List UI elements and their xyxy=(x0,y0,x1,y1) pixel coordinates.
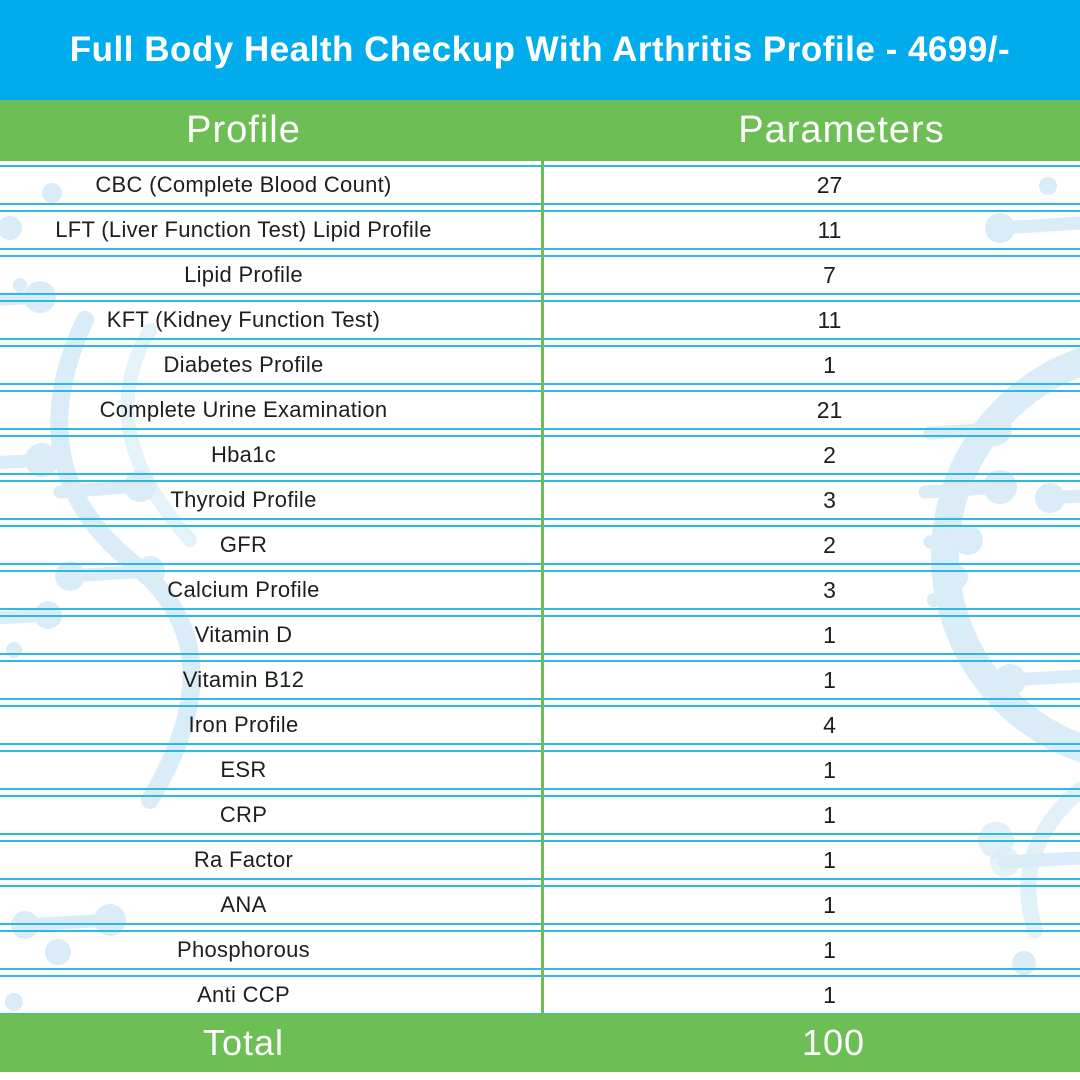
parameters-cell: 21 xyxy=(816,396,843,423)
table-row: CRP 1 xyxy=(0,795,1080,835)
parameters-cell: 1 xyxy=(823,936,836,963)
profile-cell: CBC (Complete Blood Count) xyxy=(95,172,392,197)
parameters-column-header: Parameters xyxy=(543,100,1080,161)
table-row: GFR 2 xyxy=(0,525,1080,565)
profile-cell: Complete Urine Examination xyxy=(99,397,388,422)
total-row: Total 100 xyxy=(0,1014,1080,1072)
table-row: Complete Urine Examination 21 xyxy=(0,390,1080,430)
parameters-cell: 2 xyxy=(823,441,836,468)
total-label-cell: Total xyxy=(0,1014,543,1072)
parameters-cell: 1 xyxy=(823,891,836,918)
parameters-cell: 7 xyxy=(823,261,836,288)
table-row: CBC (Complete Blood Count) 27 xyxy=(0,165,1080,205)
profile-cell: LFT (Liver Function Test) Lipid Profile xyxy=(55,217,432,242)
table-row: Hba1c 2 xyxy=(0,435,1080,475)
table-row: Calcium Profile 3 xyxy=(0,570,1080,610)
parameters-cell: 1 xyxy=(823,756,836,783)
profile-cell: Hba1c xyxy=(210,442,277,467)
table-row: Phosphorous 1 xyxy=(0,930,1080,970)
parameters-cell: 3 xyxy=(823,576,836,603)
table-row: Lipid Profile 7 xyxy=(0,255,1080,295)
profile-cell: ANA xyxy=(220,892,267,917)
profile-cell: Ra Factor xyxy=(193,847,294,872)
profile-cell: ESR xyxy=(220,757,267,782)
profile-cell: Thyroid Profile xyxy=(170,487,317,512)
total-value-cell: 100 xyxy=(543,1014,1080,1072)
profile-cell: Calcium Profile xyxy=(167,577,320,602)
total-label: Total xyxy=(202,1022,285,1063)
parameters-cell: 1 xyxy=(823,351,836,378)
profile-cell: Phosphorous xyxy=(177,937,310,962)
profile-cell: Iron Profile xyxy=(188,712,299,737)
title-bar: Full Body Health Checkup With Arthritis … xyxy=(0,0,1080,100)
table-row: KFT (Kidney Function Test) 11 xyxy=(0,300,1080,340)
table-row: Anti CCP 1 xyxy=(0,975,1080,1015)
table-row: Thyroid Profile 3 xyxy=(0,480,1080,520)
table-row: ANA 1 xyxy=(0,885,1080,925)
total-value: 100 xyxy=(801,1022,866,1063)
parameters-cell: 3 xyxy=(823,486,836,513)
profile-column-header-label: Profile xyxy=(186,109,301,151)
profile-cell: Vitamin B12 xyxy=(182,667,305,692)
profile-cell: GFR xyxy=(219,532,268,557)
parameters-cell: 27 xyxy=(816,171,843,198)
page-title: Full Body Health Checkup With Arthritis … xyxy=(69,30,1011,69)
table-body: CBC (Complete Blood Count) 27 LFT (Liver F… xyxy=(0,161,1080,1015)
parameters-cell: 11 xyxy=(817,216,842,243)
parameters-cell: 1 xyxy=(823,666,836,693)
table-row: Vitamin D 1 xyxy=(0,615,1080,655)
parameters-cell: 2 xyxy=(823,531,836,558)
profile-cell: Lipid Profile xyxy=(184,262,303,287)
table-row: Iron Profile 4 xyxy=(0,705,1080,745)
table-row: Ra Factor 1 xyxy=(0,840,1080,880)
parameters-cell: 1 xyxy=(823,621,836,648)
table-row: LFT (Liver Function Test) Lipid Profile 1… xyxy=(0,210,1080,250)
table-header-row: Profile Parameters xyxy=(0,100,1080,161)
parameters-cell: 1 xyxy=(823,981,836,1008)
profile-cell: KFT (Kidney Function Test) xyxy=(106,307,381,332)
parameters-cell: 11 xyxy=(817,306,842,333)
profile-cell: Vitamin D xyxy=(194,622,293,647)
parameters-column-header-label: Parameters xyxy=(738,109,945,151)
table-row: ESR 1 xyxy=(0,750,1080,790)
parameters-cell: 4 xyxy=(823,711,836,738)
column-divider xyxy=(541,161,544,1014)
parameters-cell: 1 xyxy=(823,846,836,873)
table-row: Vitamin B12 1 xyxy=(0,660,1080,700)
profile-cell: Diabetes Profile xyxy=(163,352,324,377)
profile-column-header: Profile xyxy=(0,100,543,161)
profile-cell: Anti CCP xyxy=(197,982,290,1007)
profile-cell: CRP xyxy=(219,802,268,827)
parameters-cell: 1 xyxy=(823,801,836,828)
table-row: Diabetes Profile 1 xyxy=(0,345,1080,385)
